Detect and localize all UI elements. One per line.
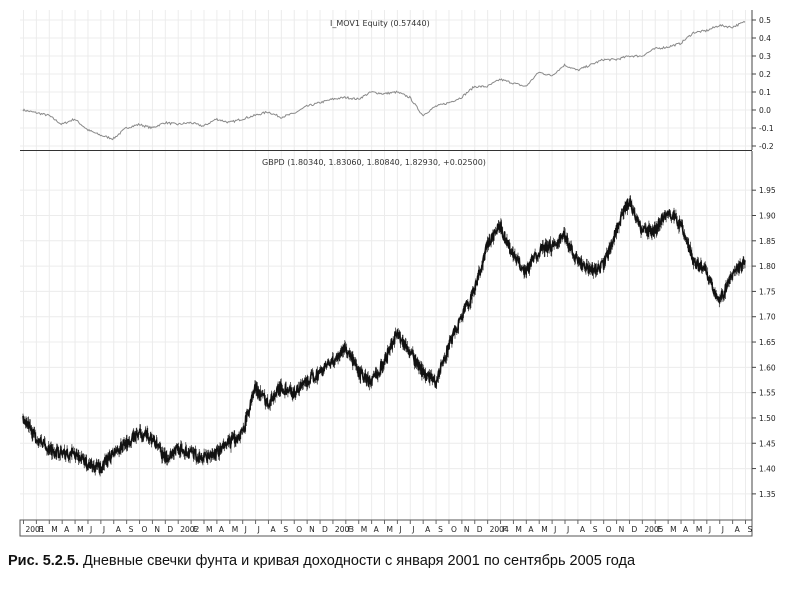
x-tick-label: N — [309, 525, 315, 534]
x-tick-label: A — [219, 525, 225, 534]
time-axis-band — [19, 519, 753, 537]
x-tick-label: J — [102, 525, 105, 534]
x-tick-label: J — [244, 525, 247, 534]
equity-y-axis: 0.5 0.4 0.3 0.2 0.1 0.0 -0.1 -0.2 — [752, 16, 774, 151]
x-tick-label: M — [541, 525, 547, 534]
x-tick-label: F — [348, 525, 352, 534]
x-tick-label: 2002 — [180, 525, 199, 534]
x-tick-label: J — [566, 525, 569, 534]
x-tick-label: M — [361, 525, 367, 534]
x-tick-label: F — [193, 525, 197, 534]
price-panel: 1.95 1.90 1.85 1.80 1.75 1.70 1.65 1.60 1.55 1.50… — [20, 151, 776, 520]
price-y-tick-label: 1.55 — [759, 389, 776, 398]
x-tick-label: O — [606, 525, 612, 534]
x-tick-label: 2004 — [490, 525, 509, 534]
caption-text: Дневные свечки фунта и кривая доходности… — [83, 553, 636, 569]
x-tick-label: S — [129, 525, 134, 534]
x-tick-label: M — [51, 525, 57, 534]
price-y-tick-label: 1.90 — [759, 211, 776, 220]
x-tick-label: F — [38, 525, 42, 534]
equity-y-tick-label: 0.2 — [759, 70, 771, 79]
x-tick-label: S — [748, 525, 753, 534]
x-tick-label: 2003 — [335, 525, 354, 534]
price-series-line — [22, 198, 746, 474]
figure-caption: Рис. 5.2.5. Дневные свечки фунта и крива… — [8, 553, 788, 569]
equity-y-tick-label: 0.0 — [759, 106, 771, 115]
x-tick-label: M — [232, 525, 238, 534]
equity-title: I_MOV1 Equity (0.57440) — [330, 19, 430, 28]
x-tick-label: M — [387, 525, 393, 534]
equity-y-tick-label: -0.2 — [759, 142, 774, 151]
x-tick-label: A — [64, 525, 70, 534]
caption-label: Рис. 5.2.5. — [8, 553, 79, 569]
equity-y-tick-label: 0.3 — [759, 52, 771, 61]
price-y-tick-label: 1.80 — [759, 262, 776, 271]
x-tick-label: D — [631, 525, 637, 534]
price-title: GBPD (1.80340, 1.83060, 1.80840, 1.82930… — [262, 158, 486, 167]
equity-panel: 0.5 0.4 0.3 0.2 0.1 0.0 -0.1 -0.2 I_MOV1 Equity… — [20, 10, 774, 151]
equity-y-tick-label: 0.4 — [759, 34, 771, 43]
x-tick-label: A — [580, 525, 586, 534]
x-tick-label: F — [657, 525, 661, 534]
x-tick-label: A — [528, 525, 534, 534]
x-tick-label: M — [696, 525, 702, 534]
x-tick-label: J — [257, 525, 260, 534]
price-y-tick-label: 1.95 — [759, 186, 776, 195]
x-tick-label: 2005 — [644, 525, 663, 534]
x-tick-label: A — [116, 525, 122, 534]
price-y-tick-label: 1.85 — [759, 237, 776, 246]
x-tick-label: A — [374, 525, 380, 534]
x-tick-label: J — [89, 525, 92, 534]
x-tick-label: 2001 — [26, 525, 45, 534]
x-tick-label: O — [296, 525, 302, 534]
price-y-tick-label: 1.70 — [759, 313, 776, 322]
x-tick-label: S — [438, 525, 443, 534]
price-y-tick-label: 1.40 — [759, 465, 776, 474]
price-y-tick-label: 1.35 — [759, 490, 776, 499]
equity-series-line — [22, 20, 746, 141]
x-tick-label: M — [77, 525, 83, 534]
price-grid — [20, 151, 752, 520]
x-tick-label: M — [670, 525, 676, 534]
x-tick-label: J — [398, 525, 401, 534]
x-tick-label: O — [142, 525, 148, 534]
x-tick-label: M — [206, 525, 212, 534]
x-tick-label: A — [425, 525, 431, 534]
x-tick-label: N — [619, 525, 625, 534]
x-tick-label: D — [167, 525, 173, 534]
x-tick-label: J — [553, 525, 556, 534]
x-tick-label: D — [322, 525, 328, 534]
x-tick-label: J — [708, 525, 711, 534]
price-y-tick-label: 1.50 — [759, 414, 776, 423]
equity-plot-area — [20, 10, 752, 150]
price-y-tick-label: 1.75 — [759, 287, 776, 296]
price-y-axis: 1.95 1.90 1.85 1.80 1.75 1.70 1.65 1.60 1.55 1.50… — [752, 186, 776, 499]
x-tick-label: J — [411, 525, 414, 534]
price-y-tick-label: 1.45 — [759, 439, 776, 448]
x-tick-label: J — [721, 525, 724, 534]
x-tick-label: A — [270, 525, 276, 534]
x-tick-label: M — [515, 525, 521, 534]
price-y-tick-label: 1.65 — [759, 338, 776, 347]
x-tick-label: S — [283, 525, 288, 534]
equity-y-tick-label: -0.1 — [759, 124, 774, 133]
x-tick-label: A — [735, 525, 741, 534]
x-tick-label: D — [477, 525, 483, 534]
x-tick-label: N — [154, 525, 160, 534]
x-tick-label: F — [503, 525, 507, 534]
price-y-tick-label: 1.60 — [759, 363, 776, 372]
x-tick-label: O — [451, 525, 457, 534]
x-tick-label: A — [683, 525, 689, 534]
equity-y-tick-label: 0.1 — [759, 88, 771, 97]
x-tick-label: N — [464, 525, 470, 534]
x-tick-label: S — [593, 525, 598, 534]
equity-y-tick-label: 0.5 — [759, 16, 771, 25]
